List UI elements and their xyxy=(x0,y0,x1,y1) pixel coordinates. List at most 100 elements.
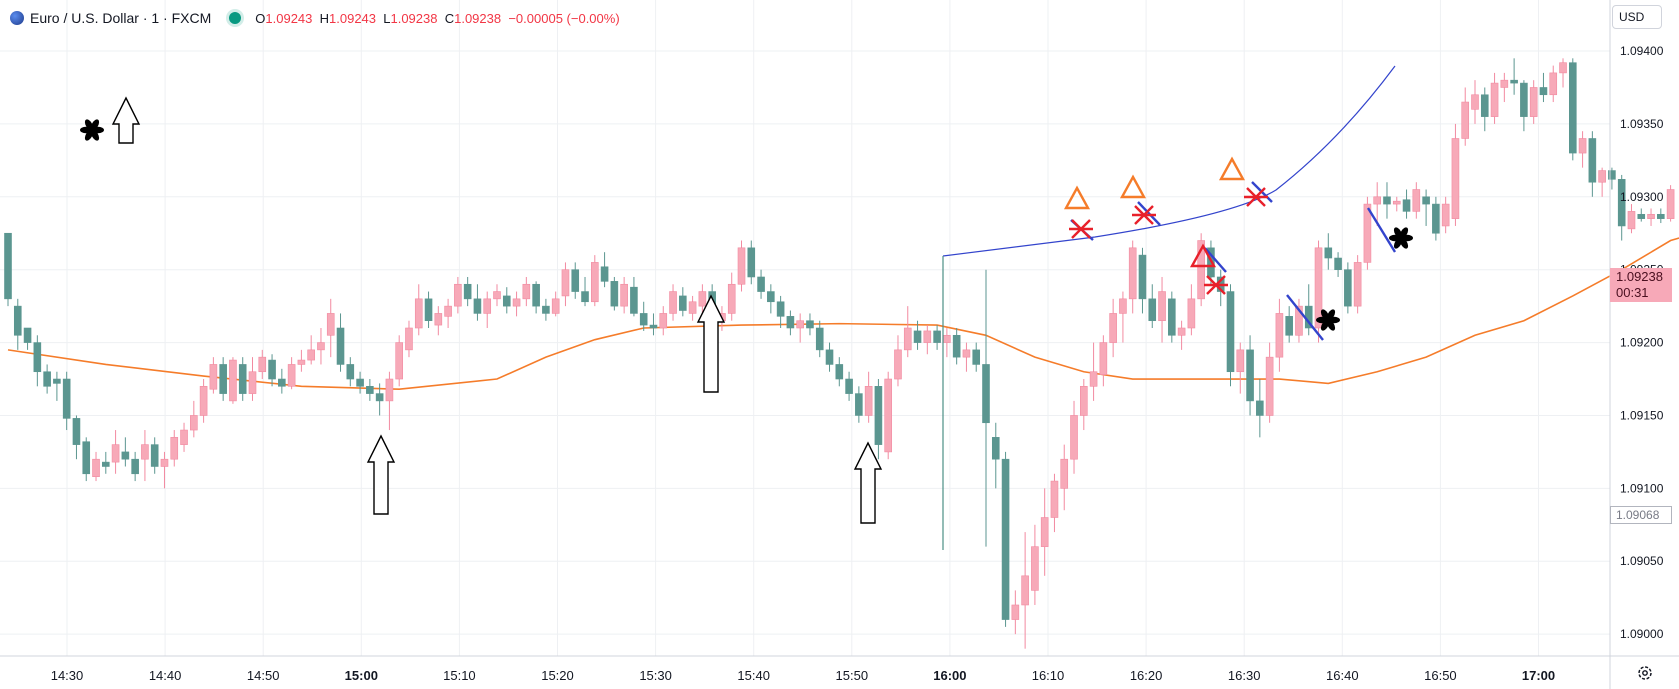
asterisk-petal xyxy=(84,129,94,141)
candle-body xyxy=(952,334,961,358)
candle-body xyxy=(121,451,130,460)
blue-segment xyxy=(1204,247,1227,273)
candle-body xyxy=(180,429,188,445)
candle-body xyxy=(776,301,785,317)
candle-body xyxy=(502,295,511,307)
hollow-arrow-marker xyxy=(111,96,141,144)
candle-body xyxy=(1520,82,1528,117)
candle-body xyxy=(561,269,570,297)
candle-body xyxy=(1050,480,1059,518)
candle-body xyxy=(1363,203,1372,263)
candle-body xyxy=(943,334,951,343)
open-value: 1.09243 xyxy=(265,10,313,26)
candle-body xyxy=(102,461,110,467)
candle-body xyxy=(649,324,658,329)
close-label: C xyxy=(444,10,455,26)
candle-body xyxy=(884,378,893,453)
candle-body xyxy=(1666,189,1675,219)
asterisk-petal xyxy=(1320,319,1330,331)
candle-body xyxy=(268,359,276,380)
candle-body xyxy=(346,364,355,380)
high-label: H xyxy=(319,10,330,26)
candlestick-series[interactable] xyxy=(4,58,1675,649)
candle-body xyxy=(972,349,981,365)
candle-body xyxy=(991,437,1000,460)
x-tick-label: 15:10 xyxy=(443,668,476,683)
chart-legend[interactable]: Euro / U.S. Dollar · 1 · FXCM O1.09243 H… xyxy=(10,6,620,30)
candle-body xyxy=(1344,269,1352,307)
candle-body xyxy=(1246,349,1254,402)
candle-body xyxy=(23,327,32,343)
candle-body xyxy=(551,298,560,314)
candle-body xyxy=(297,359,306,365)
candle-body xyxy=(630,286,638,314)
candle-body xyxy=(767,291,775,303)
symbol-title[interactable]: Euro / U.S. Dollar · 1 · FXCM xyxy=(30,10,212,26)
candle-body xyxy=(1412,189,1421,212)
candle-body xyxy=(610,281,619,307)
curve-trendline xyxy=(942,65,1396,257)
candle-body xyxy=(786,316,795,329)
blue-segment xyxy=(1366,207,1397,253)
candle-body xyxy=(1236,349,1245,373)
candle-body xyxy=(405,327,413,351)
candle-body xyxy=(1383,196,1391,205)
candle-body xyxy=(238,364,247,394)
crosshair-price-label: 1.09068 xyxy=(1610,506,1672,524)
market-open-dot-icon xyxy=(229,12,242,24)
candle-body xyxy=(307,349,315,361)
y-tick-label: 1.09350 xyxy=(1620,117,1664,131)
candle-body xyxy=(1177,327,1186,336)
candle-body xyxy=(855,393,863,416)
triangle-marker xyxy=(1063,185,1091,210)
candle-body xyxy=(141,444,149,460)
bar-countdown: 00:31 xyxy=(1616,285,1649,300)
candle-body xyxy=(825,349,834,365)
candle-body xyxy=(278,378,286,387)
candle-body xyxy=(62,378,71,419)
x-tick-label: 14:40 xyxy=(149,668,182,683)
candle-body xyxy=(1559,62,1567,74)
candle-body xyxy=(366,386,374,394)
candle-body xyxy=(493,291,501,300)
hollow-arrow-marker xyxy=(696,294,726,393)
candle-body xyxy=(336,327,345,365)
candle-body xyxy=(1021,575,1029,606)
candle-body xyxy=(170,437,179,460)
gear-icon[interactable] xyxy=(1636,664,1654,682)
candle-body xyxy=(1647,213,1655,219)
candle-body xyxy=(522,283,531,300)
candle-body xyxy=(43,371,51,387)
candle-body xyxy=(258,356,267,373)
candle-body xyxy=(317,342,325,351)
candle-body xyxy=(454,283,462,307)
asterisk-petal xyxy=(1326,309,1336,321)
candle-body xyxy=(571,269,580,292)
candle-body xyxy=(1168,298,1176,336)
candle-body xyxy=(1480,94,1489,117)
candle-body xyxy=(1031,546,1039,591)
candle-body xyxy=(1314,247,1323,329)
candle-body xyxy=(111,444,120,463)
triangle-marker xyxy=(1218,156,1246,181)
red-cross-marker xyxy=(1206,275,1226,295)
candle-body xyxy=(13,305,22,336)
candle-body xyxy=(659,313,668,329)
tradingview-logo-icon xyxy=(10,11,24,25)
currency-selector[interactable]: USD xyxy=(1612,5,1662,29)
x-tick-label: 15:00 xyxy=(345,668,378,683)
candle-body xyxy=(1578,138,1587,154)
candle-body xyxy=(444,305,452,317)
candle-body xyxy=(1148,298,1157,322)
change-value: −0.00005 (−0.00%) xyxy=(508,10,620,26)
asterisk-center xyxy=(1398,235,1404,241)
candle-body xyxy=(1011,604,1020,620)
x-tick-label: 16:40 xyxy=(1326,668,1359,683)
high-value: 1.09243 xyxy=(329,10,377,26)
candle-body xyxy=(894,349,902,380)
x-tick-label: 16:30 xyxy=(1228,668,1261,683)
blue-segment xyxy=(1137,201,1161,226)
drawing-annotations[interactable] xyxy=(80,65,1413,550)
candle-body xyxy=(1070,415,1078,460)
